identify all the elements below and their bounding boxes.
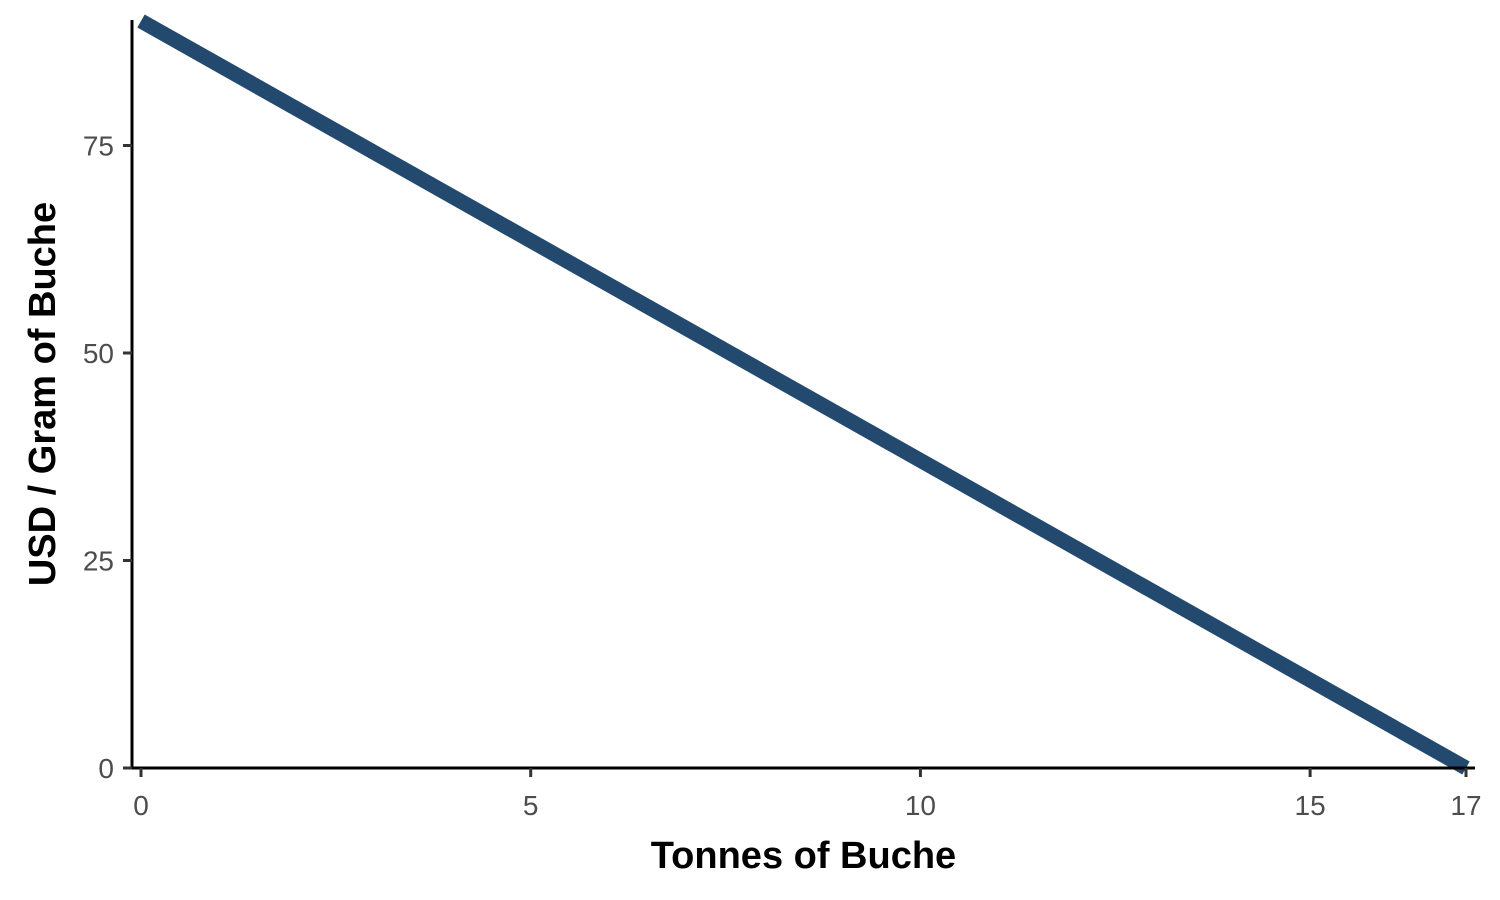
x-axis-title: Tonnes of Buche: [651, 835, 956, 877]
y-tick-label: 75: [83, 131, 114, 162]
y-tick-label: 25: [83, 546, 114, 577]
x-tick-label: 15: [1295, 790, 1326, 821]
series-layer: [137, 14, 1470, 775]
ticks-layer: 0 5 10 15 17 0 25 50 75: [83, 131, 1482, 822]
y-tick-label: 50: [83, 338, 114, 369]
y-tick-label: 0: [98, 753, 114, 784]
y-axis-title: USD / Gram of Buche: [22, 202, 64, 586]
x-tick-label: 0: [133, 790, 149, 821]
x-tick-label: 17: [1450, 790, 1481, 821]
x-tick-label: 5: [523, 790, 539, 821]
series-line-0: [137, 14, 1470, 775]
x-tick-label: 10: [905, 790, 936, 821]
